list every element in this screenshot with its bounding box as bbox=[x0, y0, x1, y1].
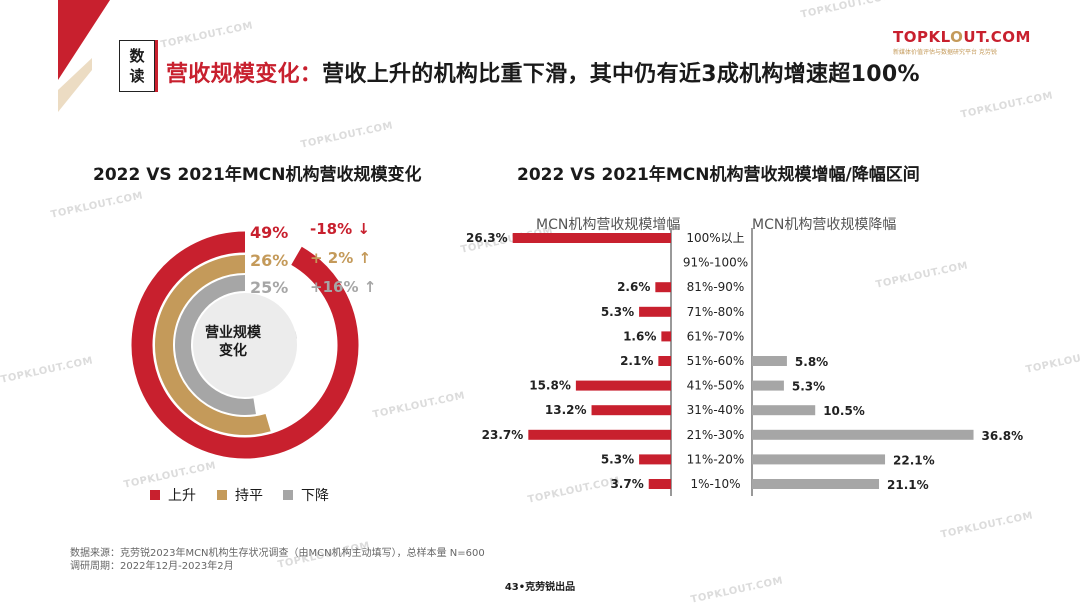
center-label-1: 营业规模 bbox=[205, 324, 262, 341]
legend-swatch bbox=[217, 490, 227, 500]
decrease-bar bbox=[752, 479, 880, 489]
slice-label-fall: 25% bbox=[250, 278, 289, 297]
decrease-header: MCN机构营收规模降幅 bbox=[752, 217, 897, 233]
legend-label: 持平 bbox=[235, 488, 263, 504]
change-fall-value: +16% bbox=[310, 278, 359, 296]
bar-chart-title: 2022 VS 2021年MCN机构营收规模增幅/降幅区间 bbox=[517, 165, 920, 185]
arrow-up-icon: ↑ bbox=[363, 278, 377, 296]
legend-swatch bbox=[283, 490, 293, 500]
arrow-down-icon: ↓ bbox=[357, 220, 370, 238]
brand-logo: TOPKLOUT.COM 新媒体价值评估与数据研究平台 克劳锐 bbox=[893, 28, 1031, 56]
increase-value-label: 15.8% bbox=[529, 379, 571, 393]
donut-chart-title: 2022 VS 2021年MCN机构营收规模变化 bbox=[93, 165, 422, 185]
legend-item-rise: 上升 bbox=[150, 485, 196, 505]
increase-value-label: 2.6% bbox=[617, 280, 650, 294]
page-number: 43•克劳锐出品 bbox=[504, 582, 576, 593]
data-source-note: 数据来源：克劳锐2023年MCN机构生存状况调查（由MCN机构主动填写），总样本… bbox=[70, 548, 485, 559]
increase-header: MCN机构营收规模增幅 bbox=[536, 217, 681, 233]
category-label: 100%以上 bbox=[686, 231, 744, 245]
increase-value-label: 26.3% bbox=[466, 231, 508, 245]
increase-bar bbox=[639, 306, 671, 317]
decrease-value-label: 5.8% bbox=[795, 355, 828, 369]
category-label: 61%-70% bbox=[687, 329, 745, 343]
decrease-value-label: 10.5% bbox=[823, 404, 865, 418]
category-label: 21%-30% bbox=[687, 428, 745, 442]
page-title-rest: 营收上升的机构比重下滑，其中仍有近3成机构增速超100% bbox=[322, 62, 920, 87]
page-title: 营收规模变化：营收上升的机构比重下滑，其中仍有近3成机构增速超100% bbox=[166, 56, 920, 88]
read-badge-char-2: 读 bbox=[129, 67, 145, 85]
increase-bar bbox=[661, 331, 671, 342]
corner-decoration bbox=[58, 0, 110, 112]
slice-label-rise: 49% bbox=[250, 223, 289, 242]
change-flat-value: + 2% bbox=[310, 249, 354, 267]
decrease-value-label: 36.8% bbox=[982, 429, 1024, 443]
category-label: 1%-10% bbox=[690, 477, 740, 491]
read-badge: 数 读 bbox=[119, 40, 155, 92]
increase-bar bbox=[575, 380, 671, 391]
legend-item-flat: 持平 bbox=[217, 485, 263, 505]
survey-period-note: 调研周期：2022年12月-2023年2月 bbox=[70, 561, 234, 572]
brand-logo-tagline: 新媒体价值评估与数据研究平台 克劳锐 bbox=[893, 49, 997, 56]
change-flat: + 2% ↑ bbox=[310, 249, 371, 267]
change-rise: -18% ↓ bbox=[310, 220, 370, 238]
category-label: 31%-40% bbox=[687, 403, 745, 417]
decrease-bar bbox=[752, 356, 787, 366]
change-rise-value: -18% bbox=[310, 220, 353, 238]
arc-fall bbox=[175, 275, 256, 415]
increase-value-label: 3.7% bbox=[610, 477, 643, 491]
decrease-bar bbox=[752, 454, 886, 465]
legend-label: 下降 bbox=[301, 488, 329, 504]
increase-bar bbox=[591, 405, 671, 416]
increase-bar bbox=[648, 479, 671, 489]
category-label: 51%-60% bbox=[687, 354, 745, 368]
slice-label-flat: 26% bbox=[250, 251, 289, 270]
increase-bar bbox=[658, 356, 671, 366]
legend-item-fall: 下降 bbox=[283, 485, 329, 505]
decrease-value-label: 5.3% bbox=[792, 380, 825, 394]
increase-bar bbox=[528, 429, 671, 440]
read-badge-char-1: 数 bbox=[129, 47, 145, 65]
increase-bar bbox=[512, 233, 671, 243]
read-badge-accent bbox=[155, 40, 158, 92]
decrease-bar bbox=[752, 405, 816, 416]
diverging-bar-chart: 100%以上 26.3% 91%-100% 81%-90% 2.6% 71%-80% 5.3… bbox=[466, 228, 1024, 496]
category-label: 11%-20% bbox=[687, 452, 745, 466]
increase-value-label: 5.3% bbox=[601, 305, 634, 319]
increase-value-label: 2.1% bbox=[620, 354, 653, 368]
page-title-accent: 营收规模变化： bbox=[166, 62, 323, 87]
increase-value-label: 5.3% bbox=[601, 452, 634, 466]
center-disc bbox=[193, 293, 297, 397]
arc-flat bbox=[155, 255, 271, 435]
legend-swatch bbox=[150, 490, 160, 500]
decrease-value-label: 21.1% bbox=[887, 478, 929, 492]
category-label: 41%-50% bbox=[687, 379, 745, 393]
increase-value-label: 1.6% bbox=[623, 329, 656, 343]
increase-value-label: 13.2% bbox=[545, 403, 587, 417]
category-label: 81%-90% bbox=[687, 280, 745, 294]
decrease-value-label: 22.1% bbox=[893, 453, 935, 467]
increase-bar bbox=[639, 454, 671, 465]
change-fall: +16% ↑ bbox=[310, 278, 376, 296]
increase-bar bbox=[655, 282, 671, 293]
increase-value-label: 23.7% bbox=[482, 428, 524, 442]
decrease-bar bbox=[752, 380, 784, 391]
center-label-2: 变化 bbox=[219, 342, 247, 359]
brand-logo-text: TOPKLOUT.COM bbox=[893, 28, 1031, 46]
arc-rise bbox=[131, 231, 359, 459]
decrease-bar bbox=[752, 429, 974, 440]
category-label: 91%-100% bbox=[683, 256, 748, 270]
category-label: 71%-80% bbox=[687, 305, 745, 319]
legend-label: 上升 bbox=[168, 488, 196, 504]
arrow-up-icon: ↑ bbox=[358, 249, 372, 267]
